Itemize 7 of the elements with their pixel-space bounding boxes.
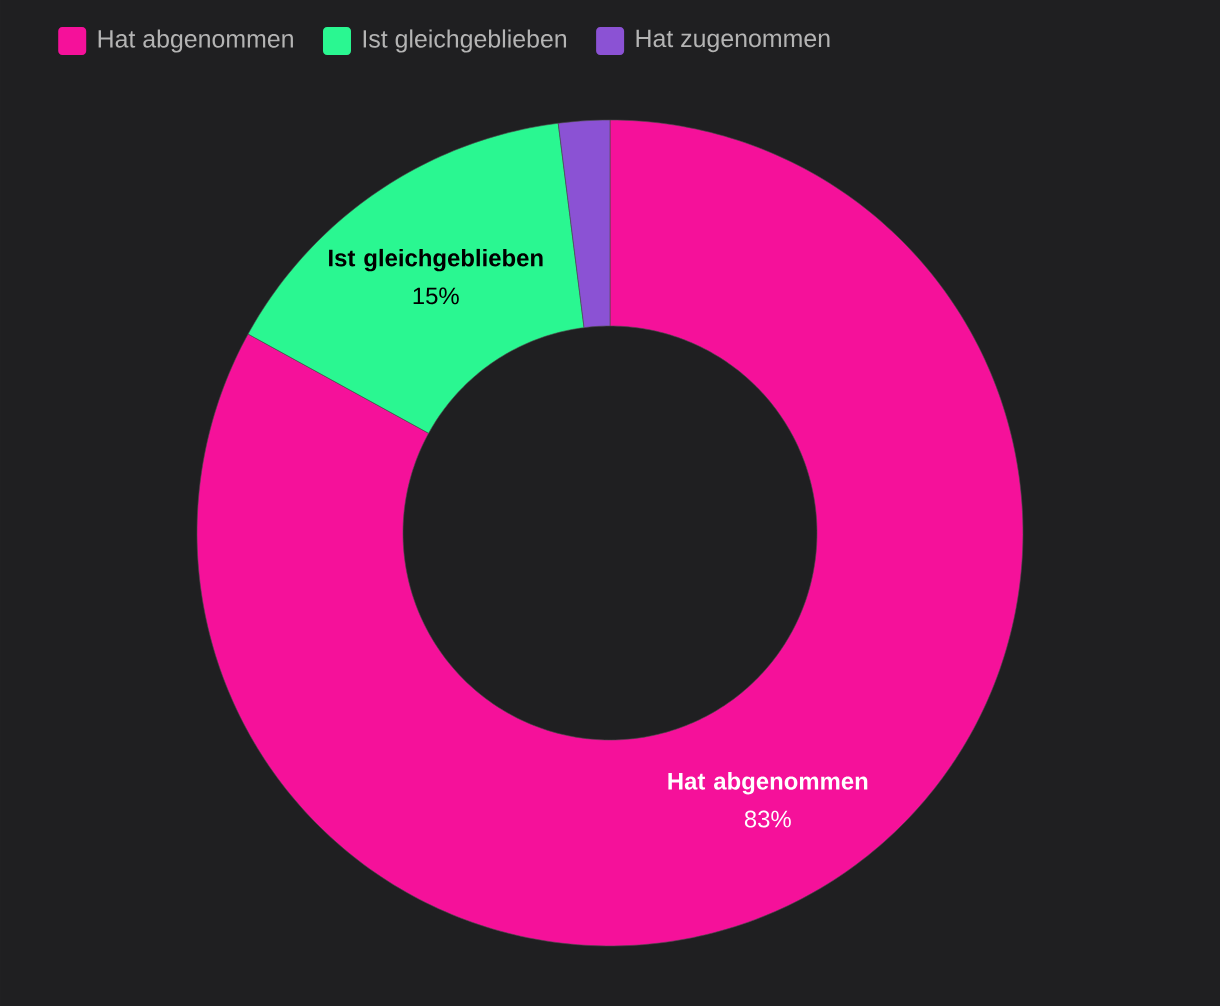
data-label: 15% <box>413 287 459 305</box>
slice-label: Hat abgenommen <box>668 772 868 795</box>
legend-label: Ist gleichgeblieben <box>363 29 567 53</box>
legend-label: Hat zugenommen <box>636 29 830 53</box>
legend-label: Hat abgenommen <box>98 29 293 53</box>
data-label: 83% <box>744 810 791 828</box>
slice-label: Ist gleichgeblieben <box>329 248 543 272</box>
